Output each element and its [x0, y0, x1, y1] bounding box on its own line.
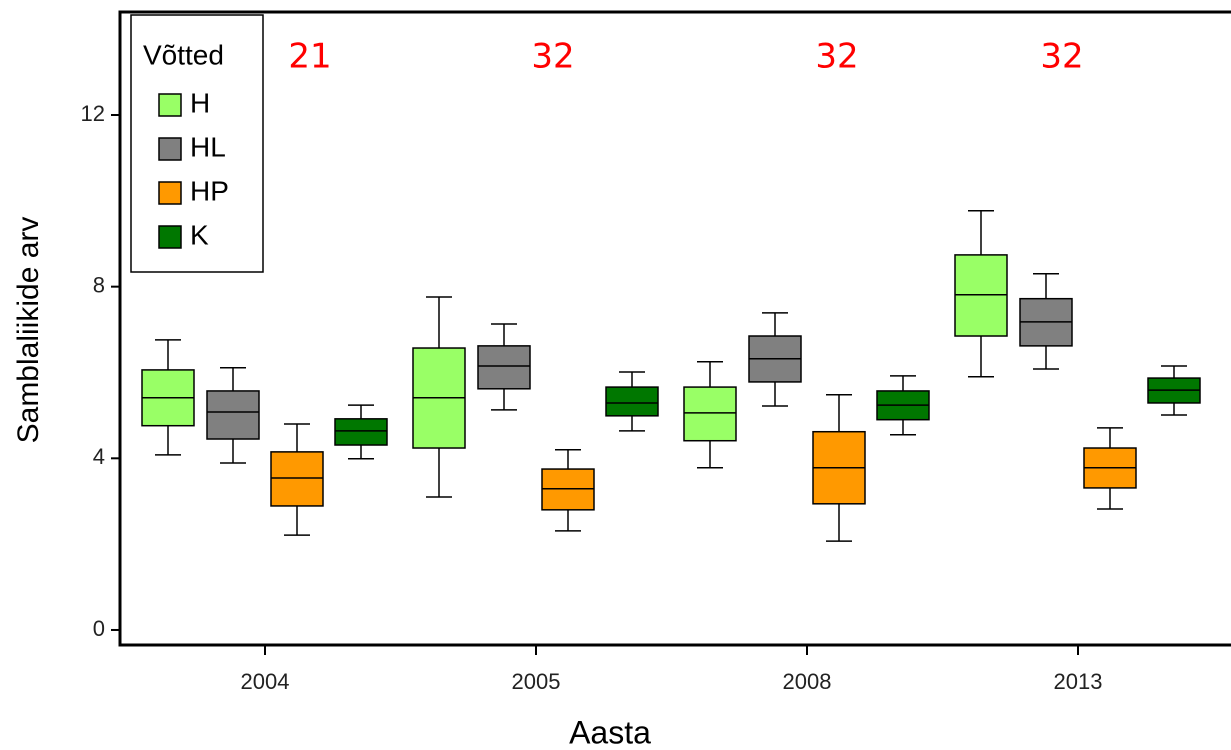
x-tick-label: 2005	[512, 669, 561, 694]
legend-title: Võtted	[143, 39, 224, 70]
legend-swatch	[158, 137, 182, 161]
y-tick-label: 12	[81, 101, 105, 126]
y-axis-label: Samblaliikide arv	[12, 217, 45, 444]
annotation: 32	[1040, 37, 1083, 77]
legend-box	[130, 14, 264, 273]
y-tick-label: 8	[93, 272, 105, 297]
box	[206, 390, 260, 440]
x-tick-label: 2013	[1054, 669, 1103, 694]
legend-label: K	[190, 219, 209, 250]
legend-swatch	[158, 181, 182, 205]
annotation: 32	[815, 37, 858, 77]
box	[270, 451, 324, 507]
annotation: 21	[288, 37, 331, 77]
annotation: 32	[531, 37, 574, 77]
y-tick-label: 4	[93, 444, 105, 469]
x-tick-label: 2008	[783, 669, 832, 694]
y-tick-label: 0	[93, 616, 105, 641]
box	[605, 386, 659, 417]
box	[334, 418, 388, 446]
legend-swatch	[158, 93, 182, 117]
legend-swatch	[158, 225, 182, 249]
box	[683, 386, 737, 442]
box	[477, 345, 531, 390]
x-tick-label: 2004	[241, 669, 290, 694]
legend-label: H	[190, 87, 210, 118]
legend-label: HP	[190, 175, 229, 206]
legend-label: HL	[190, 131, 226, 162]
x-axis-label: Aasta	[569, 714, 651, 750]
